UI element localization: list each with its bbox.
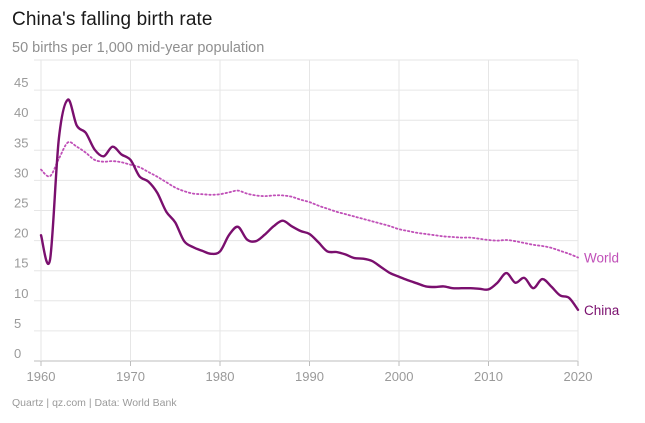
x-axis-ticks: 1960 1970 1980 1990 2000 2010 2020 <box>27 361 593 384</box>
series-labels: World China <box>584 250 620 317</box>
y-tick-label: 45 <box>14 75 28 90</box>
series-label-world: World <box>584 250 619 265</box>
y-tick-label: 5 <box>14 316 21 331</box>
x-tick-label: 1980 <box>206 369 235 384</box>
series-line-china <box>39 98 580 311</box>
y-tick-label: 0 <box>14 346 21 361</box>
y-tick-label: 30 <box>14 165 28 180</box>
x-tick-label: 1970 <box>116 369 145 384</box>
y-tick-label: 40 <box>14 105 28 120</box>
y-tick-label: 10 <box>14 286 28 301</box>
grid <box>34 59 579 362</box>
y-axis-ticks: 0 5 10 15 20 25 30 35 40 45 <box>14 75 28 361</box>
x-tick-label: 1960 <box>27 369 56 384</box>
series-label-china: China <box>584 303 620 318</box>
y-tick-label: 35 <box>14 135 28 150</box>
x-tick-label: 2010 <box>474 369 503 384</box>
x-tick-label: 1990 <box>295 369 324 384</box>
chart-subtitle: 50 births per 1,000 mid-year population <box>12 40 265 56</box>
y-tick-label: 20 <box>14 226 28 241</box>
chart-title: China's falling birth rate <box>12 9 213 30</box>
y-tick-label: 15 <box>14 256 28 271</box>
y-tick-label: 25 <box>14 196 28 211</box>
source-footer: Quartz | qz.com | Data: World Bank <box>12 397 177 409</box>
x-tick-label: 2000 <box>385 369 414 384</box>
series-lines <box>39 98 580 311</box>
x-tick-label: 2020 <box>564 369 593 384</box>
series-line-world <box>40 141 579 259</box>
